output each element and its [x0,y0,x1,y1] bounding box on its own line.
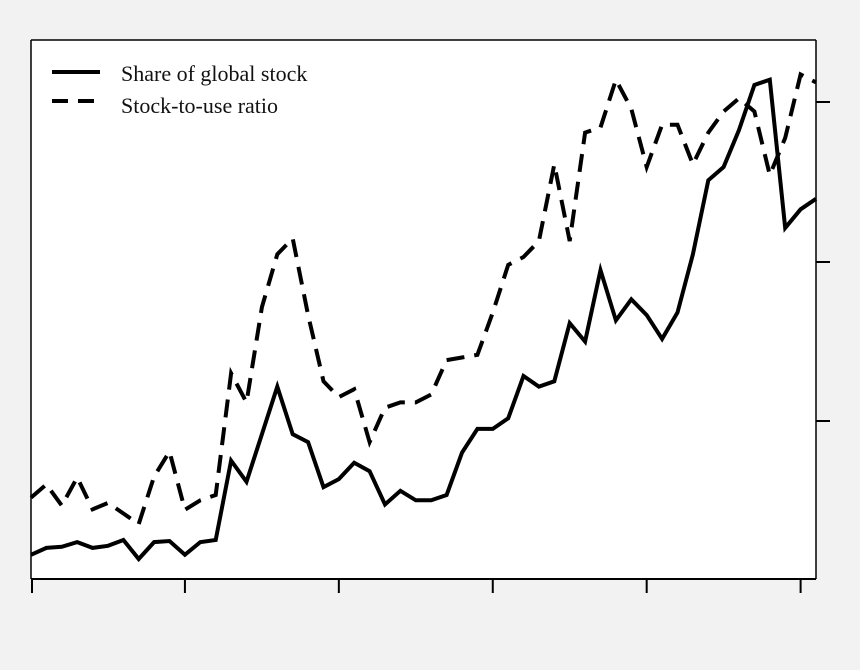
legend: Share of global stock Stock-to-use ratio [52,61,307,118]
series-line-stock-to-use-ratio [29,71,817,528]
legend-label-stock-to-use: Stock-to-use ratio [121,93,278,118]
axes-group [30,39,817,580]
series-group [29,71,818,563]
ticks-group [31,101,830,593]
plot-area [31,40,816,579]
legend-label-share: Share of global stock [121,61,307,86]
series-line-share-of-global-stock [30,76,818,563]
